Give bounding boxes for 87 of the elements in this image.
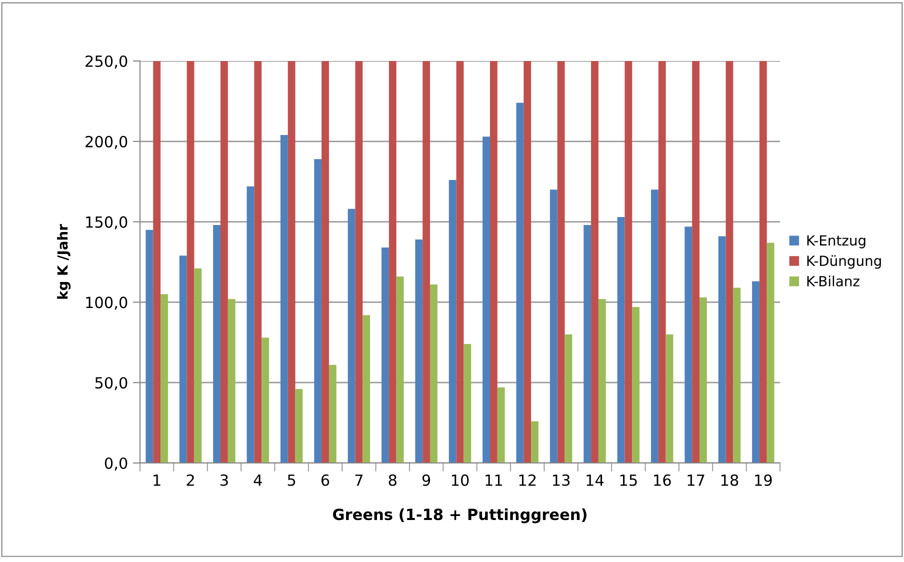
x-tick-label: 16 (654, 474, 671, 486)
x-tick-label: 1 (154, 474, 160, 486)
bar (692, 61, 700, 463)
x-tick-label: 18 (721, 474, 738, 486)
bar (726, 61, 734, 463)
x-tick-label: 19 (755, 474, 772, 486)
bar (430, 284, 438, 463)
bar (456, 61, 464, 463)
bar (490, 61, 498, 463)
bar (699, 297, 707, 463)
bar (328, 364, 336, 463)
bar (464, 344, 472, 463)
bar (322, 61, 329, 463)
bar (348, 208, 356, 463)
bar (557, 61, 565, 463)
bar (246, 186, 254, 463)
bar (759, 61, 767, 463)
x-tick-label: 13 (553, 474, 570, 486)
x-tick-label: 8 (388, 474, 396, 486)
bar (752, 281, 760, 463)
bar (186, 61, 194, 463)
bar (194, 268, 202, 463)
bar (355, 61, 363, 463)
x-tick-label: 7 (355, 474, 362, 486)
bar (497, 387, 505, 463)
bar (254, 61, 262, 463)
x-tick-label: 4 (254, 474, 262, 486)
bar (448, 180, 456, 463)
y-tick-label: 250,0 (86, 55, 128, 69)
bar (295, 389, 303, 463)
x-axis-title: Greens (1-18 + Puttinggreen) (333, 508, 586, 524)
bar (684, 226, 692, 463)
bar (362, 315, 370, 463)
x-tick-label: 11 (486, 474, 502, 486)
x-tick-label: 2 (186, 474, 194, 486)
bar (666, 334, 674, 463)
bar (146, 230, 154, 463)
bar (388, 61, 396, 463)
y-axis-title: kg K /Jahr (57, 224, 71, 299)
bar (733, 288, 741, 463)
bar (415, 239, 423, 463)
bar (179, 256, 187, 463)
bar (516, 102, 524, 463)
bar (591, 61, 598, 463)
x-tick-label: 15 (620, 474, 637, 486)
bar (280, 134, 288, 463)
y-tick-label: 200,0 (86, 136, 128, 149)
bar (564, 334, 572, 463)
x-tick-label: 9 (422, 474, 430, 486)
bar (524, 61, 532, 463)
bar (262, 338, 270, 463)
x-tick-label: 10 (452, 474, 469, 486)
y-tick-label: 150,0 (86, 216, 128, 230)
bar (160, 294, 168, 463)
bar (624, 61, 632, 463)
bar (382, 248, 389, 463)
bar (396, 276, 404, 463)
x-tick-label: 12 (519, 474, 536, 486)
bar (153, 61, 161, 463)
y-tick-label: 50,0 (95, 377, 128, 390)
bar (482, 136, 490, 463)
bar (422, 61, 430, 463)
bar (584, 225, 592, 463)
bar (658, 61, 666, 463)
bar (531, 421, 538, 463)
bar (617, 216, 625, 463)
bar (213, 225, 221, 463)
bar (650, 190, 658, 463)
bar (766, 242, 774, 463)
y-tick-label: 0,0 (104, 457, 128, 471)
y-tick-label: 100,0 (86, 296, 128, 310)
x-tick-label: 17 (688, 474, 704, 486)
bar (718, 236, 726, 463)
bar (632, 307, 640, 463)
bar (550, 190, 558, 463)
x-tick-label: 6 (321, 474, 330, 486)
legend-label: K-Entzug (807, 235, 866, 248)
legend-label: K-Düngung (807, 255, 881, 269)
bar (598, 298, 606, 463)
legend-label: K-Bilanz (807, 276, 860, 286)
x-tick-label: 5 (288, 474, 296, 486)
x-tick-label: 3 (220, 474, 228, 486)
bar (288, 61, 296, 463)
bar (220, 61, 228, 463)
x-tick-label: 14 (586, 474, 604, 486)
bar (228, 298, 236, 463)
bar (314, 159, 322, 463)
